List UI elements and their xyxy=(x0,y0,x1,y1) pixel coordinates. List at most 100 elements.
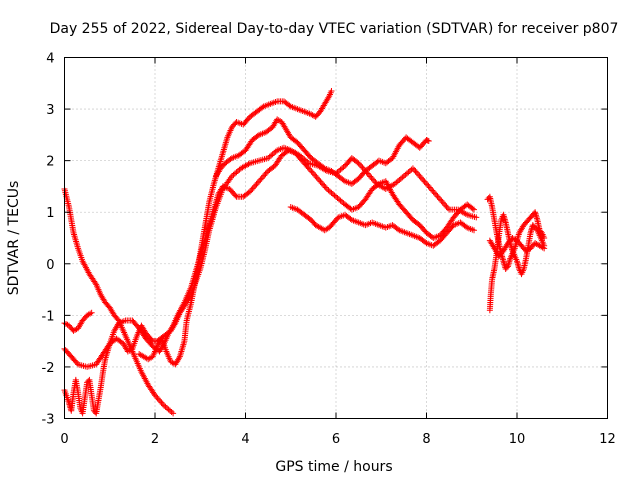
data-point xyxy=(415,171,422,178)
data-point xyxy=(321,183,328,190)
y-tick-label: 0 xyxy=(46,258,54,273)
data-point xyxy=(425,138,432,145)
data-point xyxy=(541,245,548,252)
data-point xyxy=(347,215,354,222)
data-point xyxy=(371,177,378,184)
x-tick-label: 2 xyxy=(151,432,159,447)
data-point xyxy=(444,205,451,212)
data-point xyxy=(469,205,476,212)
data-point xyxy=(328,88,335,95)
y-tick-labels: -3 -2 -1 0 1 2 3 4 xyxy=(42,52,55,428)
data-point xyxy=(368,174,375,181)
data-point xyxy=(471,227,478,234)
data-point xyxy=(471,206,478,213)
data-point xyxy=(440,200,447,207)
data-point xyxy=(424,181,431,188)
data-point xyxy=(313,174,320,181)
data-point xyxy=(311,171,318,178)
data-point xyxy=(425,183,432,190)
data-point xyxy=(374,181,381,188)
chart-title: Day 255 of 2022, Sidereal Day-to-day VTE… xyxy=(50,21,619,37)
y-tick-label: 2 xyxy=(46,155,54,170)
series-trace-7 xyxy=(287,204,478,249)
data-point xyxy=(533,225,540,232)
data-point xyxy=(442,202,449,209)
data-point xyxy=(248,187,255,194)
series-trace-4 xyxy=(61,147,478,417)
data-point xyxy=(250,184,257,191)
data-point xyxy=(170,410,177,417)
data-point xyxy=(443,203,450,210)
x-tick-label: 12 xyxy=(599,432,616,447)
data-point xyxy=(232,192,239,199)
data-point xyxy=(259,104,266,111)
data-point xyxy=(417,174,424,181)
data-point xyxy=(428,186,435,193)
data-point xyxy=(320,164,327,171)
data-point xyxy=(394,226,401,233)
data-point xyxy=(317,178,324,185)
data-point xyxy=(434,193,441,200)
data-point xyxy=(261,172,268,179)
data-point xyxy=(253,181,260,188)
data-point xyxy=(153,393,160,400)
data-point xyxy=(412,168,419,175)
data-point xyxy=(320,181,327,188)
data-point xyxy=(263,169,270,176)
data-point xyxy=(365,172,372,179)
x-axis-label: GPS time / hours xyxy=(275,459,392,475)
series-trace-6 xyxy=(213,116,432,187)
data-point xyxy=(437,196,444,203)
series-trace-5 xyxy=(136,88,335,368)
data-point xyxy=(462,223,469,230)
data-point xyxy=(420,177,427,184)
x-tick-labels: 0 2 4 6 8 10 12 xyxy=(60,432,615,447)
data-point xyxy=(305,165,312,172)
data-point xyxy=(92,279,99,286)
data-point xyxy=(257,176,264,183)
data-point xyxy=(154,395,161,402)
data-point xyxy=(155,396,162,403)
data-point xyxy=(227,156,234,163)
data-point xyxy=(367,173,374,180)
y-tick-label: 4 xyxy=(46,52,54,67)
data-point xyxy=(416,172,423,179)
data-point xyxy=(286,102,293,109)
data-point xyxy=(413,169,420,176)
x-tick-label: 4 xyxy=(241,432,249,447)
x-tick-label: 10 xyxy=(509,432,526,447)
data-point xyxy=(430,188,437,195)
data-point xyxy=(411,166,418,173)
data-point xyxy=(252,182,259,189)
axis-ticks xyxy=(64,57,608,419)
data-point xyxy=(258,175,265,182)
data-point xyxy=(369,176,376,183)
grid-lines xyxy=(64,57,608,419)
x-tick-label: 6 xyxy=(332,432,340,447)
data-point xyxy=(439,199,446,206)
data-point xyxy=(245,189,252,196)
y-tick-label: -1 xyxy=(42,309,55,324)
data-point xyxy=(409,165,416,172)
data-point xyxy=(318,180,325,187)
data-point xyxy=(422,180,429,187)
data-point xyxy=(256,178,263,185)
data-point xyxy=(356,161,363,168)
data-point xyxy=(359,164,366,171)
data-point xyxy=(340,177,347,184)
data-point xyxy=(314,175,321,182)
data-point xyxy=(421,178,428,185)
data-point xyxy=(159,401,166,408)
series-trace-2 xyxy=(61,309,95,334)
data-point xyxy=(307,166,314,173)
data-point xyxy=(312,172,319,179)
data-point xyxy=(308,168,315,175)
y-tick-label: -2 xyxy=(42,361,55,376)
data-point xyxy=(316,177,323,184)
data-point xyxy=(438,197,445,204)
data-point xyxy=(424,137,431,144)
data-point xyxy=(254,179,261,186)
data-point xyxy=(473,214,480,221)
data-point xyxy=(429,187,436,194)
